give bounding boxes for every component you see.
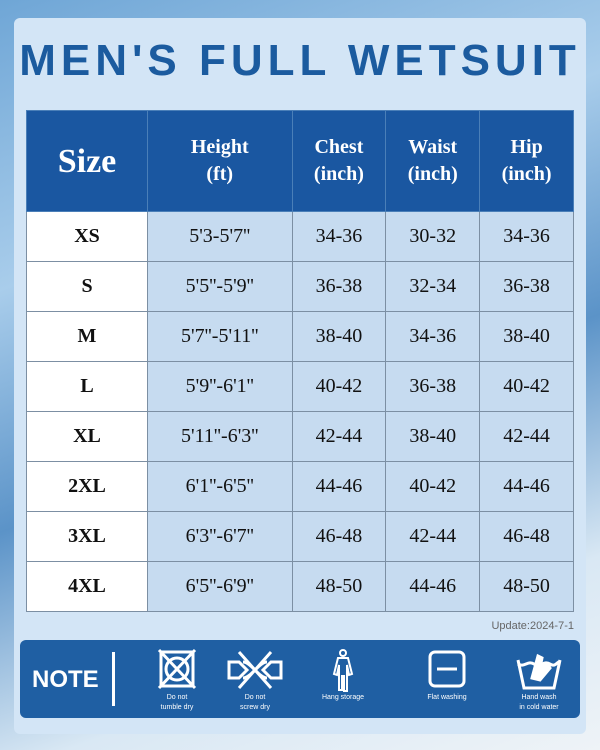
size-cell: XL xyxy=(26,411,148,462)
table-row: 3XL 6'3''-6'7'' 46-48 42-44 46-48 xyxy=(26,511,574,562)
measure-cell: 46-48 xyxy=(291,511,387,562)
measure-cell: 6'1''-6'5'' xyxy=(147,461,293,512)
size-cell: 2XL xyxy=(26,461,148,512)
table-row: M 5'7''-5'11'' 38-40 34-36 38-40 xyxy=(26,311,574,362)
column-header: Height (ft) xyxy=(147,110,293,212)
size-cell: L xyxy=(26,361,148,412)
measure-cell: 5'11''-6'3'' xyxy=(147,411,293,462)
measure-cell: 40-42 xyxy=(291,361,387,412)
no-wring-icon: Do not screw dry xyxy=(210,648,300,712)
flat-washing-icon: Flat washing xyxy=(402,648,492,702)
table-row: 2XL 6'1''-6'5'' 44-46 40-42 44-46 xyxy=(26,461,574,512)
size-cell: 3XL xyxy=(26,511,148,562)
size-cell: XS xyxy=(26,211,148,262)
hand-wash-icon: Hand wash in cold water xyxy=(494,648,584,712)
measure-cell: 38-40 xyxy=(291,311,387,362)
page-title: MEN'S FULL WETSUIT xyxy=(19,36,581,85)
table-row: L 5'9''-6'1'' 40-42 36-38 40-42 xyxy=(26,361,574,412)
measure-cell: 48-50 xyxy=(291,561,387,612)
measure-cell: 46-48 xyxy=(479,511,574,562)
measure-cell: 34-36 xyxy=(385,311,481,362)
column-header: Chest (inch) xyxy=(291,110,387,212)
note-bar: NOTE Do not tumble dry Do not screw dry Ha… xyxy=(20,640,580,718)
measure-cell: 44-46 xyxy=(291,461,387,512)
measure-cell: 42-44 xyxy=(291,411,387,462)
no-tumble-dry-icon: Do not tumble dry xyxy=(132,648,222,712)
measure-cell: 42-44 xyxy=(479,411,574,462)
measure-cell: 40-42 xyxy=(385,461,481,512)
measure-cell: 5'3-5'7'' xyxy=(147,211,293,262)
table-row: 4XL 6'5''-6'9'' 48-50 44-46 48-50 xyxy=(26,561,574,612)
size-cell: M xyxy=(26,311,148,362)
measure-cell: 44-46 xyxy=(385,561,481,612)
measure-cell: 42-44 xyxy=(385,511,481,562)
table-row: XS 5'3-5'7'' 34-36 30-32 34-36 xyxy=(26,211,574,262)
update-date: Update:2024-7-1 xyxy=(491,620,574,632)
measure-cell: 5'9''-6'1'' xyxy=(147,361,293,412)
divider xyxy=(112,652,115,706)
column-header: Size xyxy=(26,110,148,212)
size-cell: S xyxy=(26,261,148,312)
size-table: Size Height (ft) Chest (inch) Waist (inch) Hip(… xyxy=(26,110,574,612)
measure-cell: 34-36 xyxy=(291,211,387,262)
measure-cell: 40-42 xyxy=(479,361,574,412)
measure-cell: 36-38 xyxy=(479,261,574,312)
measure-cell: 36-38 xyxy=(291,261,387,312)
table-row: S 5'5''-5'9'' 36-38 32-34 36-38 xyxy=(26,261,574,312)
measure-cell: 36-38 xyxy=(385,361,481,412)
measure-cell: 48-50 xyxy=(479,561,574,612)
measure-cell: 34-36 xyxy=(479,211,574,262)
measure-cell: 44-46 xyxy=(479,461,574,512)
measure-cell: 5'5''-5'9'' xyxy=(147,261,293,312)
measure-cell: 6'3''-6'7'' xyxy=(147,511,293,562)
hang-storage-icon: Hang storage xyxy=(298,648,388,702)
size-cell: 4XL xyxy=(26,561,148,612)
column-header: Waist (inch) xyxy=(385,110,481,212)
measure-cell: 38-40 xyxy=(385,411,481,462)
measure-cell: 5'7''-5'11'' xyxy=(147,311,293,362)
measure-cell: 38-40 xyxy=(479,311,574,362)
header-row: Size Height (ft) Chest (inch) Waist (inch) Hip(… xyxy=(26,110,574,212)
table-row: XL 5'11''-6'3'' 42-44 38-40 42-44 xyxy=(26,411,574,462)
measure-cell: 30-32 xyxy=(385,211,481,262)
measure-cell: 32-34 xyxy=(385,261,481,312)
column-header: Hip (inch) xyxy=(479,110,574,212)
note-label: NOTE xyxy=(32,666,99,693)
measure-cell: 6'5''-6'9'' xyxy=(147,561,293,612)
